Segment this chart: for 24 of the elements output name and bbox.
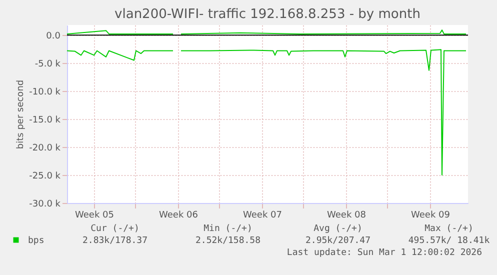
y-tick-label: -30.0 k xyxy=(29,200,62,210)
text: 495.57k/ 18.41k xyxy=(408,236,490,246)
y-tick-label: 0.0 xyxy=(46,32,61,42)
y-tick-label: -15.0 k xyxy=(29,116,62,126)
chart-title: vlan200-WIFI- traffic 192.168.8.253 - by month xyxy=(114,7,420,22)
text: 2.83k/178.37 xyxy=(82,236,148,246)
y-tick-label: -25.0 k xyxy=(29,172,62,182)
text: Last update: Sun Mar 1 12:00:02 2026 xyxy=(286,248,482,258)
x-tick-label: Week 05 xyxy=(75,210,114,220)
legend-label: bps xyxy=(28,236,44,246)
text: Cur (-/+) xyxy=(90,224,140,234)
x-tick-label: Week 08 xyxy=(327,210,366,220)
x-tick-label: Week 09 xyxy=(411,210,450,220)
y-tick-label: -20.0 k xyxy=(29,144,62,154)
y-axis-title: bits per second xyxy=(16,80,26,150)
x-tick-label: Week 07 xyxy=(243,210,282,220)
x-tick-label: Week 06 xyxy=(159,210,198,220)
y-tick-label: -10.0 k xyxy=(29,88,62,98)
y-tick-label: -5.0 k xyxy=(34,60,62,70)
text: Min (-/+) xyxy=(204,224,252,234)
text: 2.52k/158.58 xyxy=(195,236,261,246)
text: Avg (-/+) xyxy=(314,224,362,234)
text: Max (-/+) xyxy=(424,224,474,234)
text: 2.95k/207.47 xyxy=(305,236,371,246)
